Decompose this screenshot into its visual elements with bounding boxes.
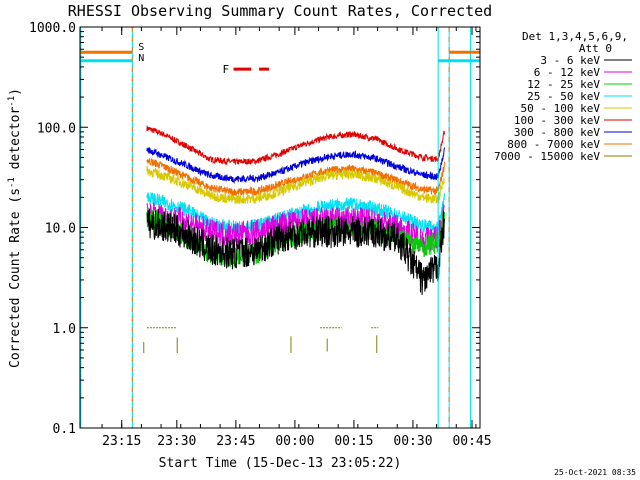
legend-entry-label: 3 - 6 keV — [540, 54, 600, 67]
saa-flag-label: S — [138, 42, 144, 53]
legend-entry-label: 800 - 7000 keV — [507, 138, 600, 151]
flare-flag-label: F — [222, 63, 229, 76]
x-tick-label: 00:30 — [393, 434, 432, 449]
x-tick-label: 23:45 — [216, 434, 255, 449]
x-axis-label: Start Time (15-Dec-13 23:05:22) — [159, 456, 402, 471]
legend-entry-label: 7000 - 15000 keV — [494, 150, 600, 163]
series-line — [146, 202, 445, 253]
series-line — [146, 208, 445, 296]
night-flag-label: N — [138, 53, 144, 64]
y-axis-label-exponent-2: -1 — [7, 96, 17, 107]
series-line — [146, 165, 445, 205]
flag-layer: SN F — [80, 27, 480, 428]
y-tick-label: 0.1 — [53, 422, 76, 437]
legend-entry-label: 50 - 100 keV — [521, 102, 601, 115]
x-axis: 23:15 23:30 23:45 00:00 00:15 00:30 00:45 — [101, 27, 492, 449]
timestamp: 25-Oct-2021 08:35 — [554, 468, 636, 477]
y-axis-label-exponent-1: -1 — [7, 177, 17, 188]
legend-entry-label: 100 - 300 keV — [514, 114, 600, 127]
legend-header-line-1: Det 1,3,4,5,6,9, — [522, 30, 628, 43]
y-axis-label-end: ) — [8, 88, 23, 96]
x-tick-label: 00:15 — [334, 434, 373, 449]
data-layer — [143, 125, 445, 353]
series-line — [146, 158, 445, 197]
plot-area: SNF 23:15 23:30 23:45 00:00 00:15 00:30 00:45 … — [29, 21, 492, 449]
series-line — [146, 125, 445, 166]
legend-entry-label: 12 - 25 keV — [527, 78, 600, 91]
series-line — [146, 146, 445, 185]
y-axis-label: Corrected Count Rate (s-1 detector-1) — [7, 88, 23, 368]
y-axis-label-text: Corrected Count Rate (s — [8, 188, 23, 368]
legend-entry-label: 300 - 800 keV — [514, 126, 600, 139]
x-tick-label: 23:15 — [102, 434, 141, 449]
legend-header-line-2: Att 0 — [579, 42, 612, 55]
chart-title: RHESSI Observing Summary Count Rates, Co… — [68, 2, 492, 20]
legend-entry-label: 6 - 12 keV — [534, 66, 601, 79]
y-axis: 0.1 1.0 10.0 100.0 1000.0 — [29, 21, 480, 437]
y-tick-label: 1000.0 — [29, 21, 76, 36]
x-tick-label: 00:45 — [452, 434, 491, 449]
y-tick-label: 10.0 — [45, 222, 76, 237]
y-axis-label-middle: detector — [8, 107, 23, 178]
x-tick-label: 23:30 — [157, 434, 196, 449]
y-tick-label: 100.0 — [37, 121, 76, 136]
x-tick-label: 00:00 — [275, 434, 314, 449]
y-tick-label: 1.0 — [53, 322, 76, 337]
legend-entry-label: 25 - 50 keV — [527, 90, 600, 103]
